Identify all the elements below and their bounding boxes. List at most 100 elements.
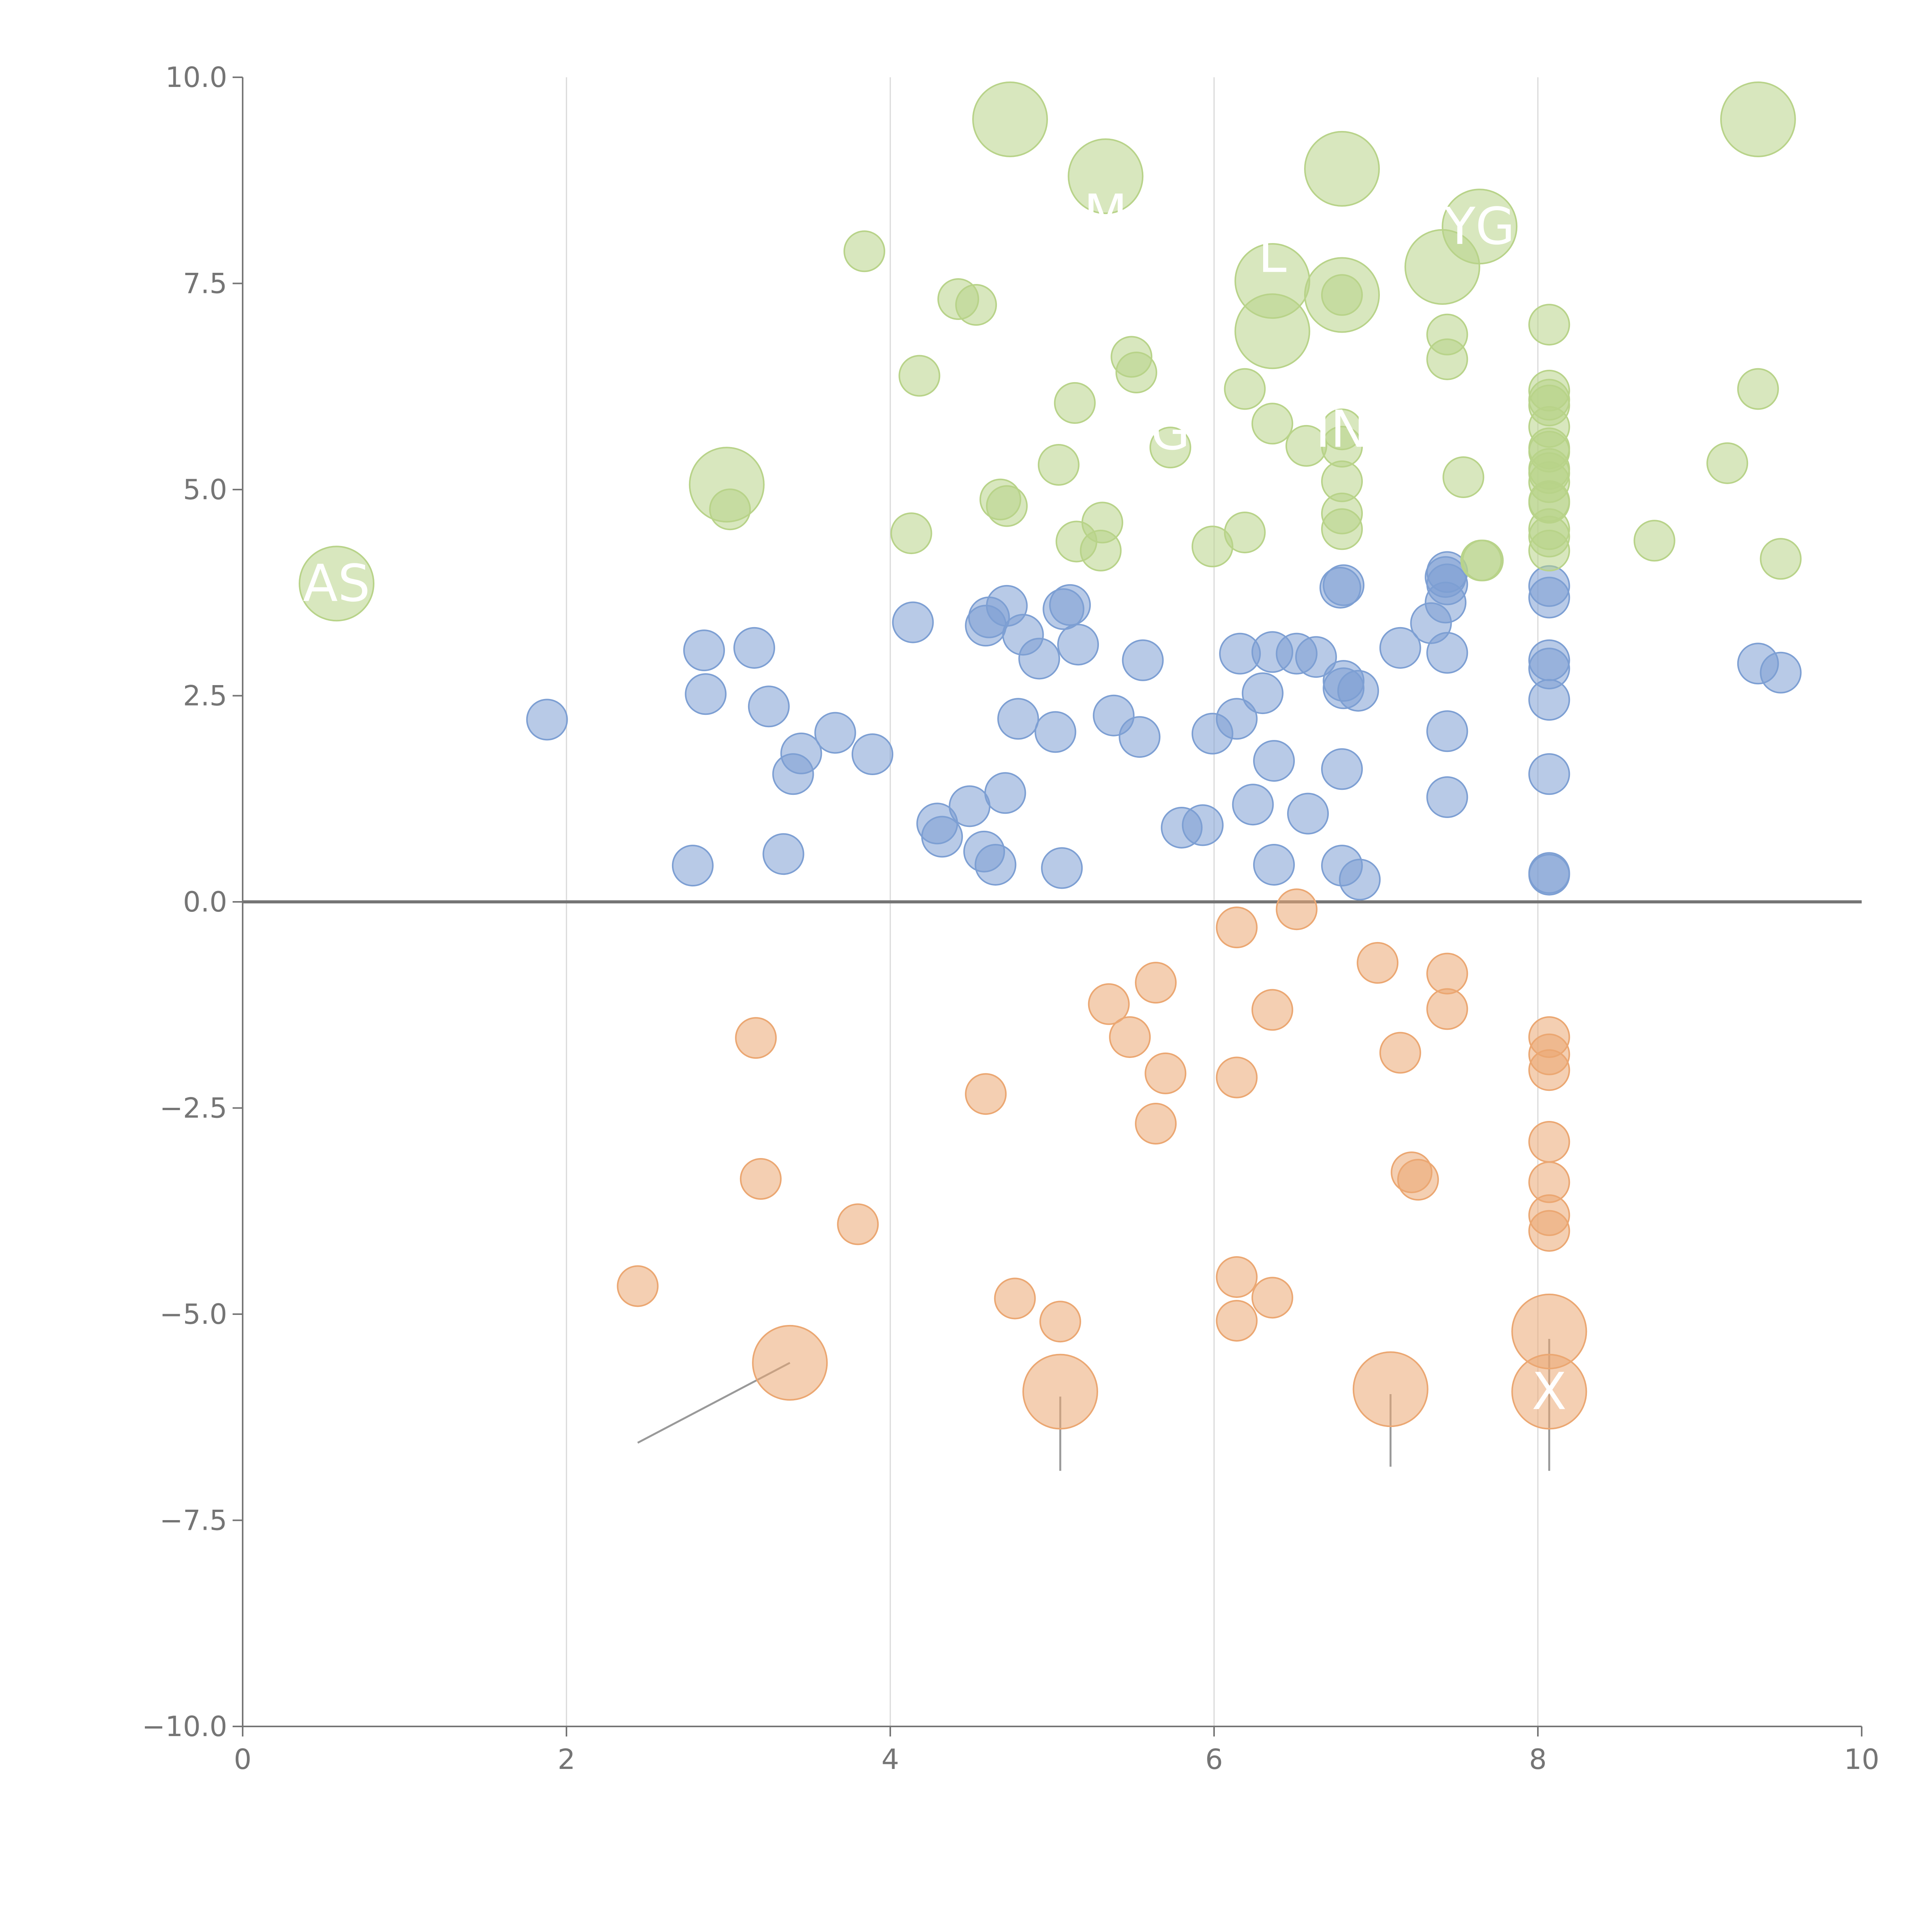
x-tick-label: 6 — [1205, 1743, 1223, 1776]
orange-point — [1109, 1016, 1151, 1058]
green-point — [1462, 539, 1504, 582]
blue-point — [748, 685, 790, 728]
blue-point — [1426, 710, 1468, 752]
blue-point — [1426, 776, 1468, 818]
orange-point — [1251, 1277, 1293, 1319]
blue-point — [975, 844, 1017, 886]
point-label: IN — [1315, 400, 1369, 459]
orange-point — [1039, 1301, 1081, 1343]
orange-point — [735, 1017, 777, 1059]
blue-point — [1182, 804, 1224, 846]
orange-large-point — [1022, 1354, 1098, 1430]
orange-point — [1528, 1210, 1570, 1252]
blue-point — [814, 712, 856, 754]
y-tick-label: 0.0 — [183, 886, 227, 918]
blue-point — [1242, 672, 1284, 714]
blue-point — [1018, 638, 1060, 680]
green-point — [1426, 338, 1468, 380]
y-tick-label: −10.0 — [142, 1710, 227, 1743]
blue-point — [1119, 716, 1161, 758]
blue-point — [1041, 847, 1083, 889]
orange-point — [1276, 888, 1318, 930]
orange-point — [1528, 1121, 1570, 1163]
green-point — [955, 284, 997, 326]
blue-point — [762, 833, 804, 875]
orange-point — [1216, 906, 1258, 949]
green-large-point — [689, 447, 765, 523]
blue-point — [1049, 584, 1091, 626]
green-large-point — [1068, 138, 1144, 214]
axes: 10.0 7.5 5.0 2.5 0.0 −2.5 −5.0 −7.5 −10.00 2 4 6 8 10 — [142, 61, 1879, 1776]
blue-point — [683, 629, 725, 672]
green-point — [1633, 520, 1675, 562]
y-tick-label: −7.5 — [160, 1504, 227, 1537]
green-point — [1442, 456, 1485, 498]
green-point — [843, 230, 885, 272]
x-tick-label: 10 — [1844, 1743, 1879, 1776]
orange-point — [1216, 1300, 1258, 1342]
blue-point — [851, 733, 893, 776]
blue-point — [1528, 577, 1570, 619]
orange-point — [1426, 952, 1468, 995]
green-point — [1224, 511, 1266, 553]
green-point — [1251, 403, 1293, 445]
point-label: YG — [1444, 197, 1515, 256]
orange-point — [740, 1158, 782, 1200]
y-tick-label: 5.0 — [183, 473, 227, 506]
orange-point — [1135, 1103, 1177, 1145]
green-point — [1224, 368, 1266, 410]
orange-point — [994, 1277, 1036, 1320]
green-large-point — [1234, 293, 1310, 369]
blue-point — [1323, 564, 1365, 606]
blue-point — [1426, 632, 1468, 674]
point-labels: AS M YG L G IN X — [303, 184, 1567, 1421]
blue-point — [780, 732, 822, 774]
green-large-point — [1304, 257, 1380, 333]
point-label: G — [1151, 402, 1190, 462]
orange-point — [1216, 1256, 1258, 1298]
point-label: AS — [303, 554, 370, 613]
blue-point — [672, 845, 714, 887]
green-large-point — [1304, 131, 1380, 207]
point-label: L — [1258, 225, 1287, 284]
green-point — [1706, 442, 1748, 484]
green-point — [1081, 502, 1123, 544]
y-tick-label: 2.5 — [183, 680, 227, 712]
blue-point — [984, 772, 1026, 814]
orange-point — [617, 1265, 659, 1307]
orange-point — [1528, 1049, 1570, 1091]
green-point — [898, 355, 940, 397]
blue-point — [1034, 711, 1077, 753]
green-point — [1528, 304, 1570, 346]
y-tick-label: 10.0 — [165, 61, 227, 94]
orange-point — [1379, 1032, 1421, 1074]
blue-point — [1528, 854, 1570, 896]
blue-point — [1339, 859, 1381, 901]
green-point — [1115, 351, 1157, 393]
blue-point — [1057, 624, 1099, 666]
blue-point — [526, 699, 568, 741]
orange-large-point — [1352, 1351, 1429, 1427]
green-large-point — [1442, 189, 1518, 265]
x-tick-label: 2 — [558, 1743, 575, 1776]
orange-large-point — [1511, 1354, 1587, 1430]
blue-point — [1528, 753, 1570, 795]
orange-point — [837, 1203, 879, 1245]
orange-point — [1145, 1052, 1187, 1094]
blue-point — [685, 673, 727, 715]
blue-point — [733, 627, 776, 669]
green-point — [890, 512, 932, 554]
data-points — [299, 81, 1802, 1430]
x-tick-label: 0 — [234, 1743, 252, 1776]
y-tick-label: 7.5 — [183, 267, 227, 300]
orange-point — [1357, 942, 1399, 984]
green-large-point — [1720, 81, 1796, 157]
orange-point — [965, 1073, 1007, 1115]
blue-point — [1321, 748, 1363, 790]
orange-point — [1135, 962, 1177, 1004]
blue-point — [949, 785, 991, 827]
blue-point — [1253, 844, 1295, 886]
orange-point — [1216, 1056, 1258, 1099]
